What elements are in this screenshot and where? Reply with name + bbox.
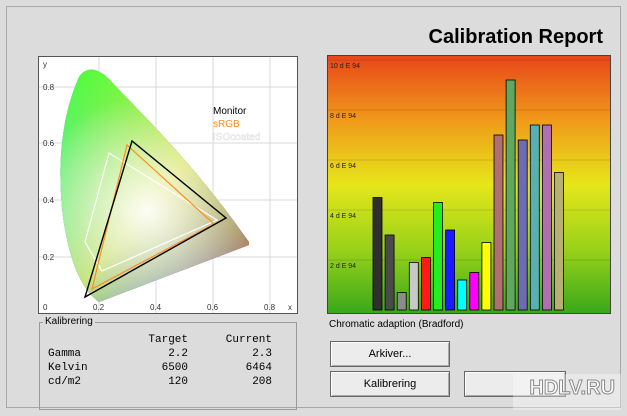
bar [517,139,528,311]
x-tick: 0.4 [150,303,162,312]
bar [457,279,468,311]
bar [421,257,431,311]
delta-e-chart: 10 d E 94 8 d E 94 6 d E 94 4 d E 94 2 d E 9… [327,55,611,314]
bar [541,124,552,311]
bar [408,262,419,311]
x-tick: 0.2 [93,303,105,312]
y-tick-label: 10 d E 94 [330,63,360,70]
bar [529,124,540,311]
bar [372,197,383,311]
legend-monitor: Monitor [213,106,247,117]
y-tick: 0.4 [43,196,55,205]
y-tick-label: 8 d E 94 [330,113,356,120]
y-tick-label: 2 d E 94 [330,263,356,270]
table-header: Target Current [48,334,288,348]
bar [493,134,504,311]
row-current: 6464 [245,362,272,374]
spectral-locus [60,69,249,302]
calibration-group-title: Kalibrering [43,316,95,327]
table-row: Kelvin 6500 6464 [48,362,288,376]
y-tick: 0.2 [43,253,55,262]
row-name: Gamma [48,348,82,360]
header-target: Target [148,334,188,346]
bar [505,79,516,311]
archive-button[interactable]: Arkiver... [330,341,450,367]
page-title: Calibration Report [428,26,603,48]
cie-legend: Monitor sRGB ISOcoated [213,106,261,143]
y-tick-label: 6 d E 94 [330,163,356,170]
bar [433,202,443,311]
row-target: 120 [168,376,188,388]
y-tick: 0.6 [43,139,55,148]
x-axis-label: x [288,303,292,312]
row-name: cd/m2 [48,376,82,388]
chart-background [328,56,610,313]
calibrate-button[interactable]: Kalibrering [330,371,450,397]
row-target: 6500 [161,362,188,374]
x-tick: 0.6 [207,303,219,312]
row-name: Kelvin [48,362,88,374]
legend-srgb: sRGB [213,119,240,130]
bar [445,229,455,311]
watermark-text: HDLV.RU [529,377,616,400]
bar [469,272,480,311]
legend-isocoated: ISOcoated [213,132,260,143]
y-axis-label: y [43,60,47,69]
y-tick: 0.8 [43,83,55,92]
x-tick: 0.8 [264,303,276,312]
header-current: Current [225,334,272,346]
chart-caption: Chromatic adaption (Bradford) [329,319,464,330]
bar [396,292,407,311]
table-row: Gamma 2.2 2.3 [48,348,288,362]
bar [481,242,492,311]
isocoated-gamut [84,152,219,272]
watermark-logo [513,374,621,410]
row-current: 2.3 [252,348,272,360]
bar [384,234,395,311]
row-current: 208 [252,376,272,388]
row-target: 2.2 [168,348,188,360]
y-tick-label: 4 d E 94 [330,213,356,220]
cie-diagram: y 0.8 0.6 0.4 0.2 0 0.2 0.4 0.6 0.8 x Mo… [38,56,298,314]
table-row: cd/m2 120 208 [48,376,288,390]
calibration-table: Target Current Gamma 2.2 2.3 Kelvin 6500… [48,334,288,390]
calibration-group [39,322,297,410]
bar [554,172,564,311]
monitor-gamut [83,139,228,299]
close-button[interactable] [464,371,566,397]
origin-tick: 0 [43,303,48,312]
